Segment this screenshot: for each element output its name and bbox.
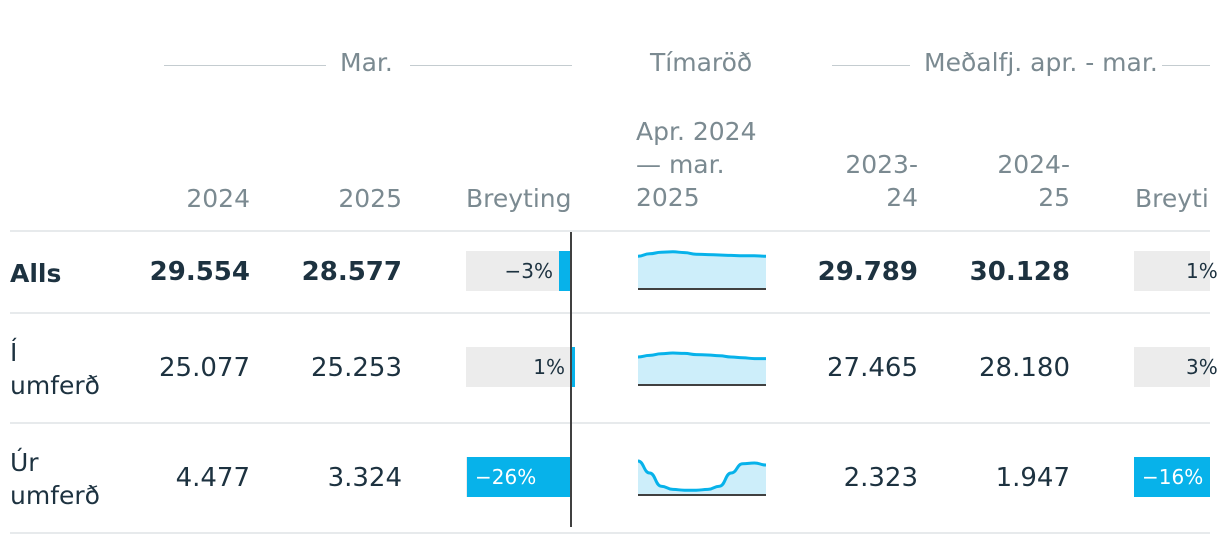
sparkline: [637, 351, 766, 386]
change-bar-fill: [571, 347, 575, 387]
sparkline-area: [638, 353, 766, 385]
change-bar-fill: [467, 457, 571, 497]
sparkline-line: [637, 351, 766, 361]
change-bar-background: [466, 347, 571, 387]
row-label-line: Alls: [10, 258, 62, 288]
row-label-line: umferð: [10, 371, 100, 400]
row-label: Úr umferð: [10, 446, 100, 512]
colhead-change-2: Breyti: [1135, 184, 1209, 213]
sparkline-line: [637, 459, 767, 492]
change-bar-label: −26%: [475, 465, 537, 489]
row-label-line: Í: [10, 338, 18, 367]
colhead-series-line1: Apr. 2024: [636, 117, 757, 146]
colhead-series-line3: 2025: [636, 183, 700, 212]
colhead-2024-25-line1: 2024-: [997, 150, 1070, 179]
change2-bar-background: [1134, 251, 1210, 291]
value-2023-24: 2.323: [843, 463, 918, 493]
value-2025: 3.324: [327, 463, 402, 493]
group-line-month-right: [410, 65, 572, 66]
row-separator-bottom: [10, 532, 1210, 534]
sparkline-area: [638, 461, 766, 495]
zero-axis-line: [570, 232, 572, 527]
value-2025: 25.253: [311, 353, 402, 383]
row-label-line: umferð: [10, 481, 100, 510]
change2-bar-label: 1%: [1186, 259, 1218, 283]
sparkline-line: [637, 250, 767, 258]
value-2024-25: 30.128: [969, 257, 1070, 287]
row-separator-1: [10, 312, 1210, 314]
colhead-2023-24-line2: 24: [886, 183, 918, 212]
row-separator-top: [10, 230, 1210, 232]
value-2024: 29.554: [149, 257, 250, 287]
row-separator-2: [10, 422, 1210, 424]
sparkline-area: [638, 251, 766, 289]
value-2024: 4.477: [175, 463, 250, 493]
value-2023-24: 27.465: [827, 353, 918, 383]
change2-bar-label: 3%: [1186, 355, 1218, 379]
group-line-average-right: [1162, 65, 1210, 66]
change2-bar-fill: [1134, 457, 1210, 497]
colhead-2024: 2024: [186, 184, 250, 213]
change-bar-label: 1%: [533, 355, 565, 379]
group-title-month: Mar.: [340, 48, 393, 77]
colhead-2025: 2025: [338, 184, 402, 213]
group-line-month-left: [164, 65, 326, 66]
colhead-2024-25: 2024- 25: [970, 148, 1070, 214]
change-bar-label: −3%: [504, 259, 554, 283]
change2-bar-label: −16%: [1142, 465, 1204, 489]
colhead-2024-25-line2: 25: [1038, 183, 1070, 212]
sparkline: [637, 250, 767, 290]
change-bar-background: [466, 251, 571, 291]
group-title-average: Meðalfj. apr. - mar.: [924, 48, 1158, 77]
colhead-series: Apr. 2024 — mar. 2025: [636, 115, 756, 214]
row-label-line: Úr: [10, 448, 39, 477]
value-2024: 25.077: [159, 353, 250, 383]
colhead-2023-24: 2023- 24: [820, 148, 918, 214]
group-title-series: Tímaröð: [650, 48, 753, 77]
value-2023-24: 29.789: [817, 257, 918, 287]
row-label: Alls: [10, 257, 61, 290]
colhead-change: Breyting: [466, 184, 572, 213]
change-bar-fill: [559, 251, 571, 291]
colhead-2023-24-line1: 2023-: [845, 150, 918, 179]
value-2024-25: 1.947: [995, 463, 1070, 493]
group-line-average-left: [832, 65, 910, 66]
colhead-series-line2: — mar.: [636, 150, 725, 179]
value-2025: 28.577: [301, 257, 402, 287]
value-2024-25: 28.180: [979, 353, 1070, 383]
sparkline: [637, 459, 767, 496]
change2-bar-background: [1134, 347, 1210, 387]
